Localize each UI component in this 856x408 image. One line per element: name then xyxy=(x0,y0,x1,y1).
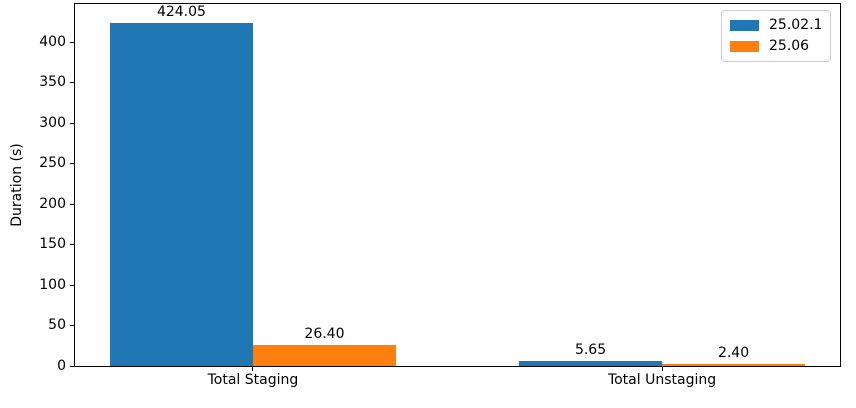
y-tick-mark xyxy=(70,163,74,165)
x-tick-label: Total Staging xyxy=(207,372,299,388)
y-tick-mark xyxy=(70,244,74,246)
y-tick-label: 0 xyxy=(57,357,66,374)
legend-item: 25.02.1 xyxy=(730,16,822,35)
y-tick-label: 50 xyxy=(48,317,66,333)
plot-area: 0 50 100 150 200 250 300 350 400 Total Staging Tot… xyxy=(39,3,841,388)
y-tick-label: 250 xyxy=(39,155,66,172)
y-tick-mark xyxy=(70,325,74,326)
y-tick-mark xyxy=(70,365,74,367)
x-tick-mark xyxy=(252,366,254,371)
y-tick-mark xyxy=(70,82,74,84)
bar-value-label: 5.65 xyxy=(574,342,607,359)
legend-swatch-icon xyxy=(730,20,759,31)
bar-value-label: 26.40 xyxy=(304,325,345,342)
bar-value-label: 2.40 xyxy=(717,345,750,362)
y-tick-label: 200 xyxy=(39,195,66,212)
bar xyxy=(519,361,663,366)
y-tick-label: 100 xyxy=(39,276,66,293)
legend: 25.02.1 25.06 xyxy=(721,10,832,62)
y-tick-label: 350 xyxy=(39,74,66,91)
y-tick-mark xyxy=(70,284,74,286)
y-tick-mark xyxy=(70,203,74,205)
x-tick-mark xyxy=(661,366,663,371)
x-tick-label: Total Unstaging xyxy=(607,372,717,388)
legend-item-label: 25.02.1 xyxy=(769,17,823,33)
y-tick-label: 300 xyxy=(39,114,66,131)
legend-swatch-icon xyxy=(730,41,759,52)
y-tick-label: 150 xyxy=(39,236,66,253)
y-tick-label: 400 xyxy=(39,33,66,50)
bar xyxy=(252,344,396,366)
legend-item-label: 25.06 xyxy=(769,38,810,54)
y-tick-mark xyxy=(70,122,74,124)
bar-value-label: 424.05 xyxy=(156,3,206,20)
legend-item: 25.06 xyxy=(730,37,822,56)
bar xyxy=(109,22,253,366)
bar xyxy=(662,364,806,366)
y-tick-mark xyxy=(70,41,74,43)
